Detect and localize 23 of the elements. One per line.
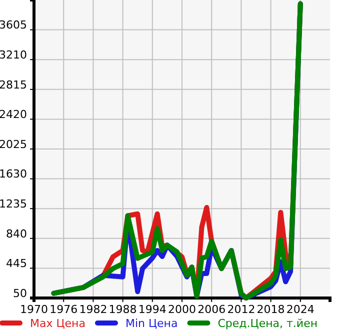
x-tick-label: 2006 <box>198 302 226 316</box>
y-tick-label: 2815 <box>0 78 27 92</box>
legend-label: Сред.Цена, т.йен <box>218 317 318 330</box>
x-tick-label: 2024 <box>286 302 314 316</box>
y-tick-label: 1630 <box>0 168 27 181</box>
x-tick-label: 2000 <box>168 302 196 316</box>
x-tick-label: 1994 <box>138 302 166 316</box>
legend-label: Max Цена <box>30 317 86 330</box>
y-tick-label: 50 <box>13 286 27 300</box>
x-tick-label: 2012 <box>227 302 256 316</box>
y-tick-label: 3210 <box>0 48 27 62</box>
x-tick-label: 1976 <box>50 302 78 316</box>
x-tick-label: 2018 <box>256 302 285 316</box>
y-tick-label: 3605 <box>0 18 27 32</box>
legend-label: Min Цена <box>125 317 178 330</box>
x-tick-label: 1982 <box>79 302 108 316</box>
x-tick-label: 1970 <box>20 302 48 316</box>
y-tick-label: 2420 <box>0 108 27 122</box>
y-tick-label: 840 <box>6 227 27 240</box>
x-tick-label: 1988 <box>108 302 137 316</box>
y-tick-label: 2025 <box>0 138 27 151</box>
y-tick-label: 445 <box>6 257 27 270</box>
y-tick-label: 1235 <box>0 198 27 210</box>
